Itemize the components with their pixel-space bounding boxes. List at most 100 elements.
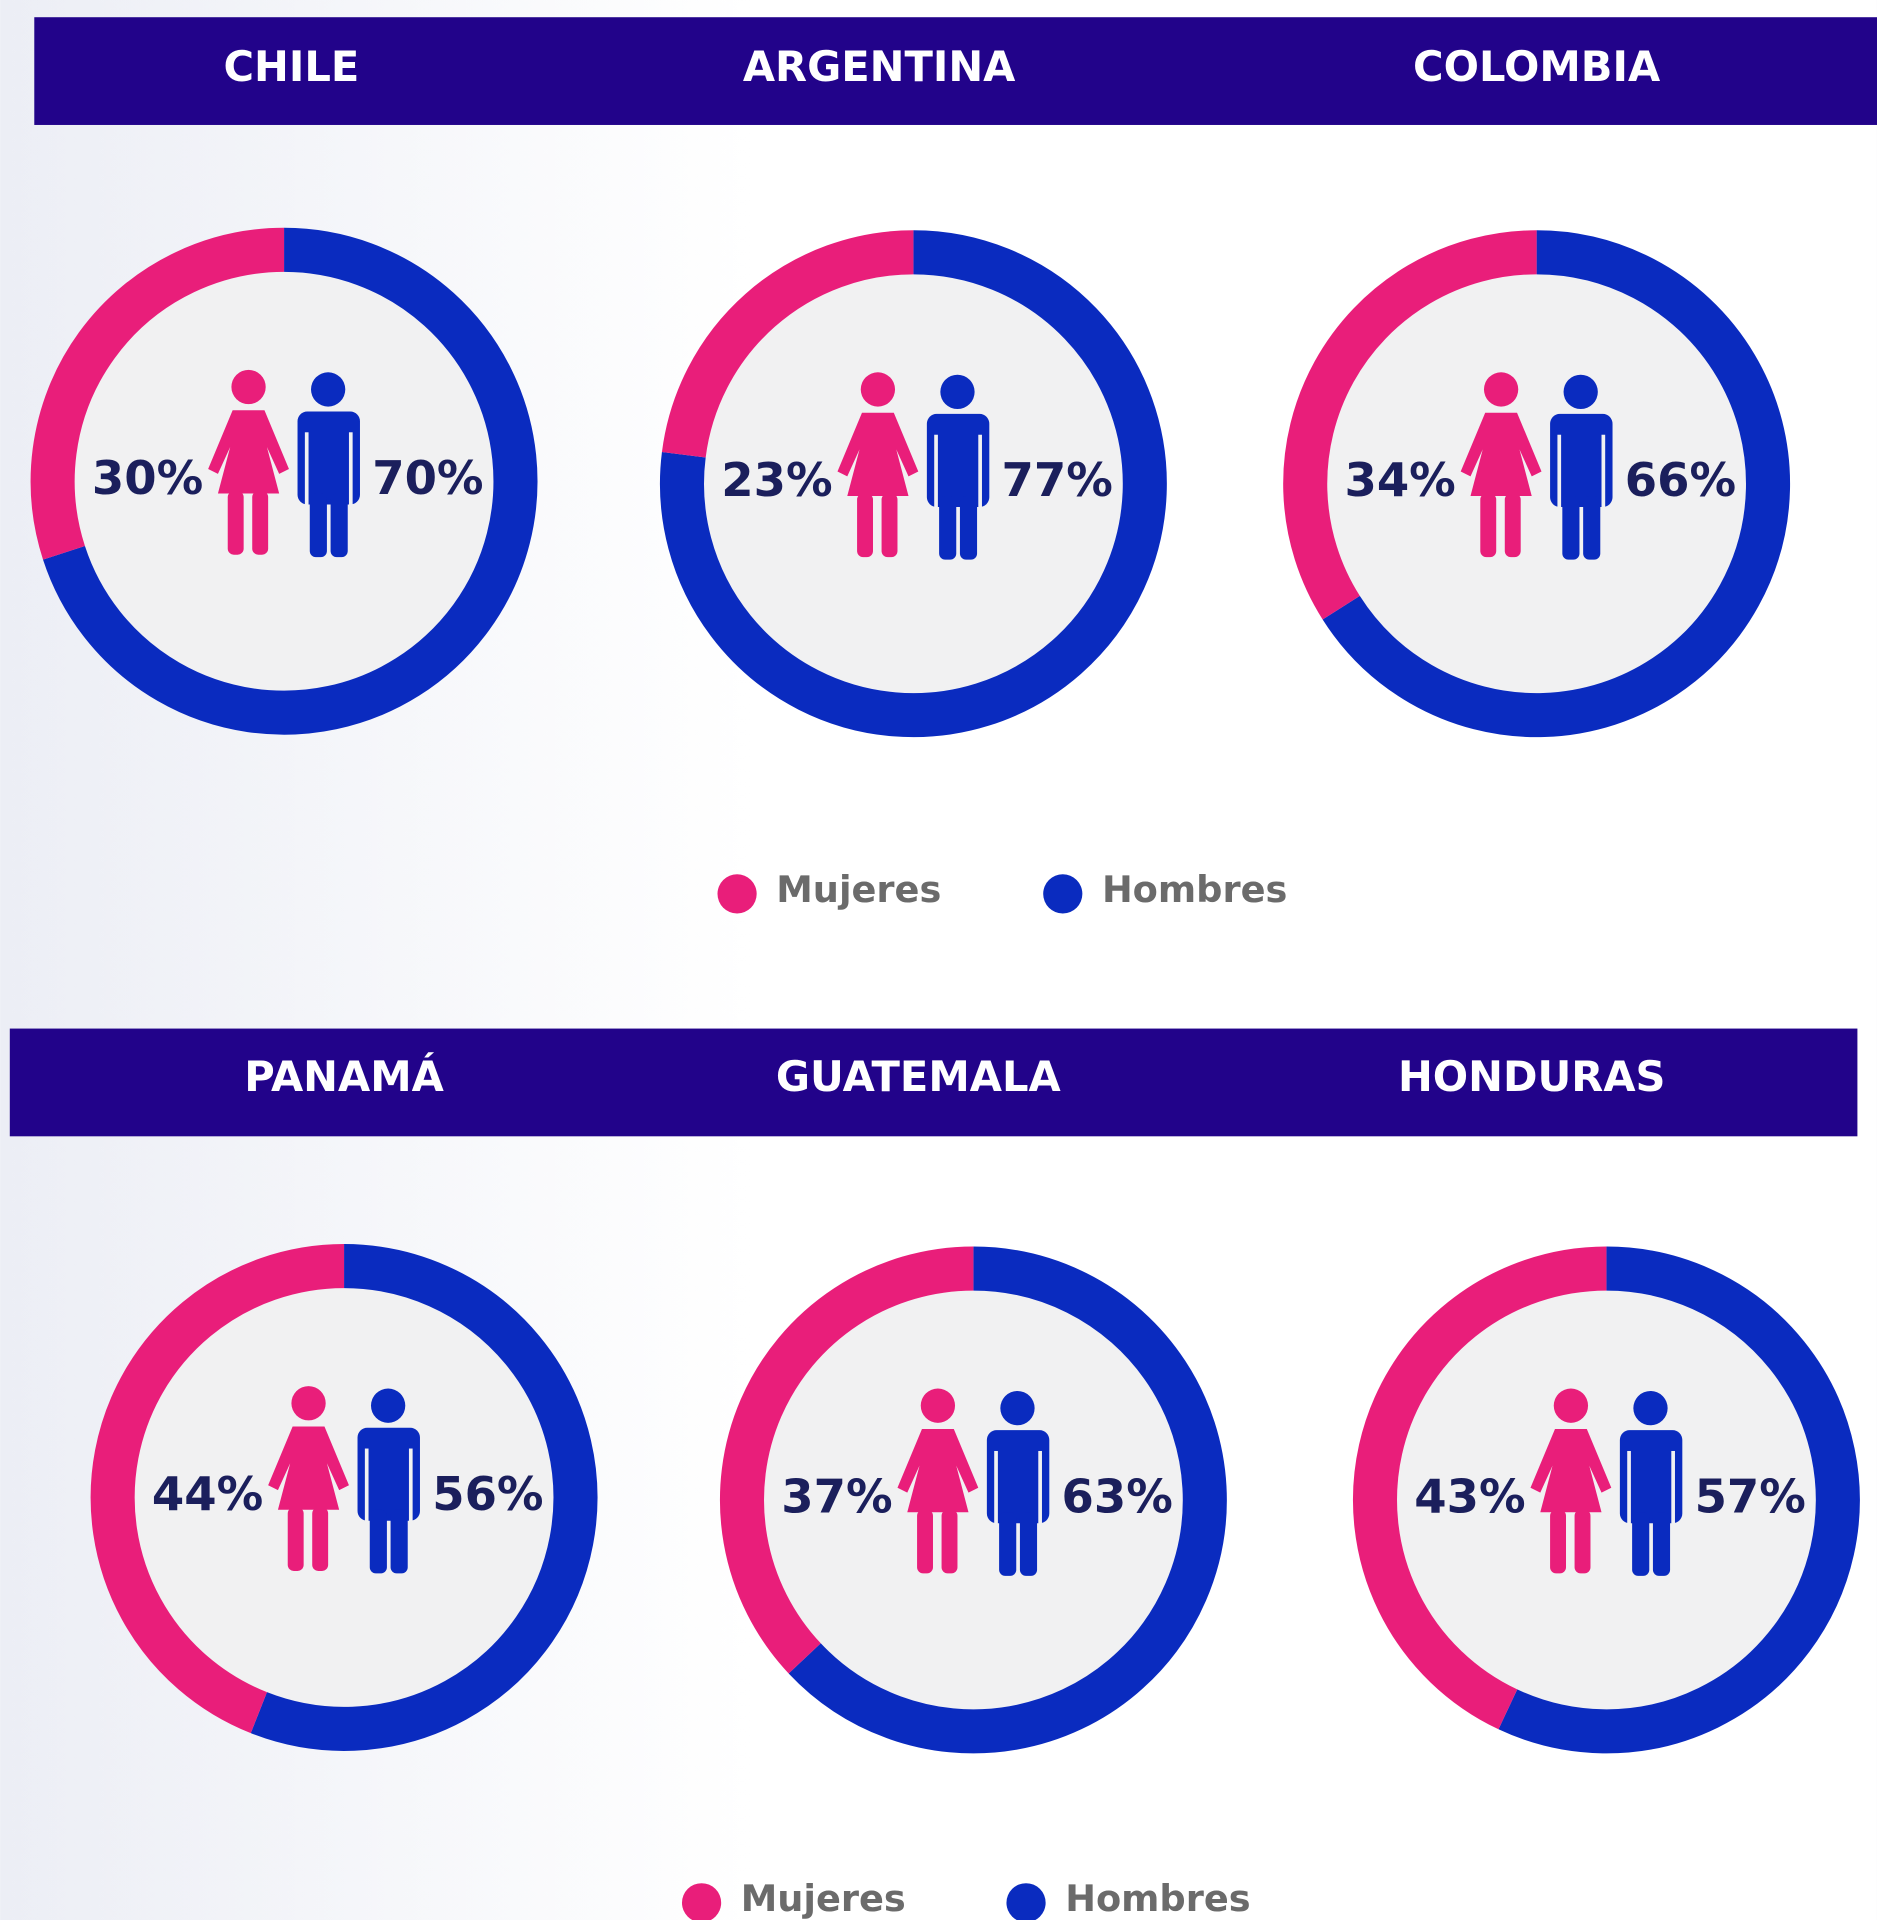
woman-icon xyxy=(1504,493,1521,558)
donut-center xyxy=(134,1288,554,1707)
legend-marker xyxy=(1006,1883,1046,1920)
man-icon xyxy=(309,493,327,558)
woman-icon xyxy=(1553,1388,1589,1423)
legend-label: Hombres xyxy=(1065,1877,1250,1920)
man-icon xyxy=(940,374,975,410)
legend-marker xyxy=(681,1883,722,1920)
chart-title: CHILE xyxy=(224,42,360,91)
value-label: 23% xyxy=(721,453,832,507)
donut-segment xyxy=(90,1244,345,1734)
man-icon xyxy=(986,1430,1050,1524)
woman-icon xyxy=(857,493,873,558)
man-icon xyxy=(310,372,346,407)
man-icon xyxy=(1000,1390,1035,1426)
donut-segment xyxy=(43,227,538,735)
man-icon-gap xyxy=(1671,1450,1675,1525)
man-icon-gap xyxy=(1557,434,1562,509)
value-label: 56% xyxy=(432,1467,543,1521)
man-icon xyxy=(297,411,360,505)
legend-label: Hombres xyxy=(1102,868,1287,911)
woman-icon xyxy=(917,1509,933,1574)
donut-segment xyxy=(250,1244,598,1751)
man-icon xyxy=(1652,1512,1671,1576)
legend-label: Mujeres xyxy=(776,868,941,911)
value-label: 77% xyxy=(1002,453,1113,507)
donut-segment xyxy=(1322,230,1791,738)
legend-marker xyxy=(1043,874,1083,914)
man-icon xyxy=(1550,413,1613,507)
value-label: 37% xyxy=(781,1469,892,1523)
man-icon xyxy=(390,1509,408,1574)
man-icon xyxy=(1019,1512,1038,1576)
legend-marker xyxy=(717,874,757,914)
chart-title: COLOMBIA xyxy=(1413,42,1660,91)
man-icon xyxy=(369,1509,387,1574)
woman-icon xyxy=(941,1509,958,1574)
man-icon xyxy=(1633,1390,1668,1426)
man-icon xyxy=(330,493,348,558)
man-icon xyxy=(1619,1430,1683,1524)
legend-label: Mujeres xyxy=(741,1877,906,1920)
woman-icon xyxy=(897,1428,979,1513)
woman-icon xyxy=(312,1507,329,1571)
value-label: 70% xyxy=(372,451,483,505)
man-icon-gap xyxy=(304,432,309,506)
donut-segment xyxy=(1352,1246,1607,1730)
donut-center xyxy=(74,271,494,691)
man-icon xyxy=(999,1512,1017,1576)
man-icon-gap xyxy=(1038,1450,1042,1525)
woman-icon xyxy=(1480,493,1497,558)
donut-segment xyxy=(659,230,1167,738)
woman-icon xyxy=(881,493,898,558)
man-icon-gap xyxy=(364,1448,369,1522)
woman-icon xyxy=(1460,412,1542,496)
man-icon xyxy=(959,495,978,560)
woman-icon xyxy=(1530,1428,1612,1513)
chart-title: PANAMÁ xyxy=(244,1052,444,1101)
chart-title: ARGENTINA xyxy=(743,42,1016,91)
chart-title: HONDURAS xyxy=(1398,1052,1666,1101)
woman-icon xyxy=(920,1388,956,1423)
woman-icon xyxy=(291,1386,326,1421)
man-icon-gap xyxy=(1627,1450,1631,1525)
man-icon-gap xyxy=(994,1450,998,1525)
donut-segment xyxy=(1498,1246,1860,1754)
man-icon xyxy=(939,495,957,560)
value-label: 43% xyxy=(1414,1469,1525,1523)
man-icon xyxy=(1632,1512,1650,1576)
woman-icon xyxy=(1550,1509,1567,1574)
value-label: 66% xyxy=(1625,453,1736,507)
woman-icon xyxy=(227,491,244,555)
header-bar xyxy=(9,1028,1858,1137)
woman-icon xyxy=(268,1426,349,1510)
man-icon xyxy=(370,1388,406,1423)
donut-center xyxy=(1397,1290,1816,1710)
donut-center xyxy=(1327,274,1746,694)
man-icon xyxy=(357,1427,420,1521)
woman-icon xyxy=(860,372,896,407)
woman-icon xyxy=(287,1507,304,1571)
value-label: 63% xyxy=(1062,1469,1173,1523)
donut-segment xyxy=(30,227,285,560)
donut-segment xyxy=(719,1246,974,1674)
woman-icon xyxy=(252,491,269,555)
chart-title: GUATEMALA xyxy=(776,1052,1061,1101)
woman-icon xyxy=(208,410,289,494)
woman-icon xyxy=(231,369,266,405)
man-icon xyxy=(1563,374,1598,410)
donut-center xyxy=(764,1290,1183,1710)
man-icon-gap xyxy=(934,434,938,509)
man-icon-gap xyxy=(348,432,353,506)
woman-icon xyxy=(837,412,919,496)
value-label: 30% xyxy=(92,451,203,505)
value-label: 44% xyxy=(152,1467,263,1521)
donut-segment xyxy=(788,1246,1227,1754)
header-bar xyxy=(34,17,1877,125)
value-label: 57% xyxy=(1695,1469,1806,1523)
woman-icon xyxy=(1483,372,1519,407)
man-icon-gap xyxy=(408,1448,413,1522)
man-icon xyxy=(926,413,990,507)
man-icon-gap xyxy=(978,434,982,509)
donut-segment xyxy=(661,230,914,458)
